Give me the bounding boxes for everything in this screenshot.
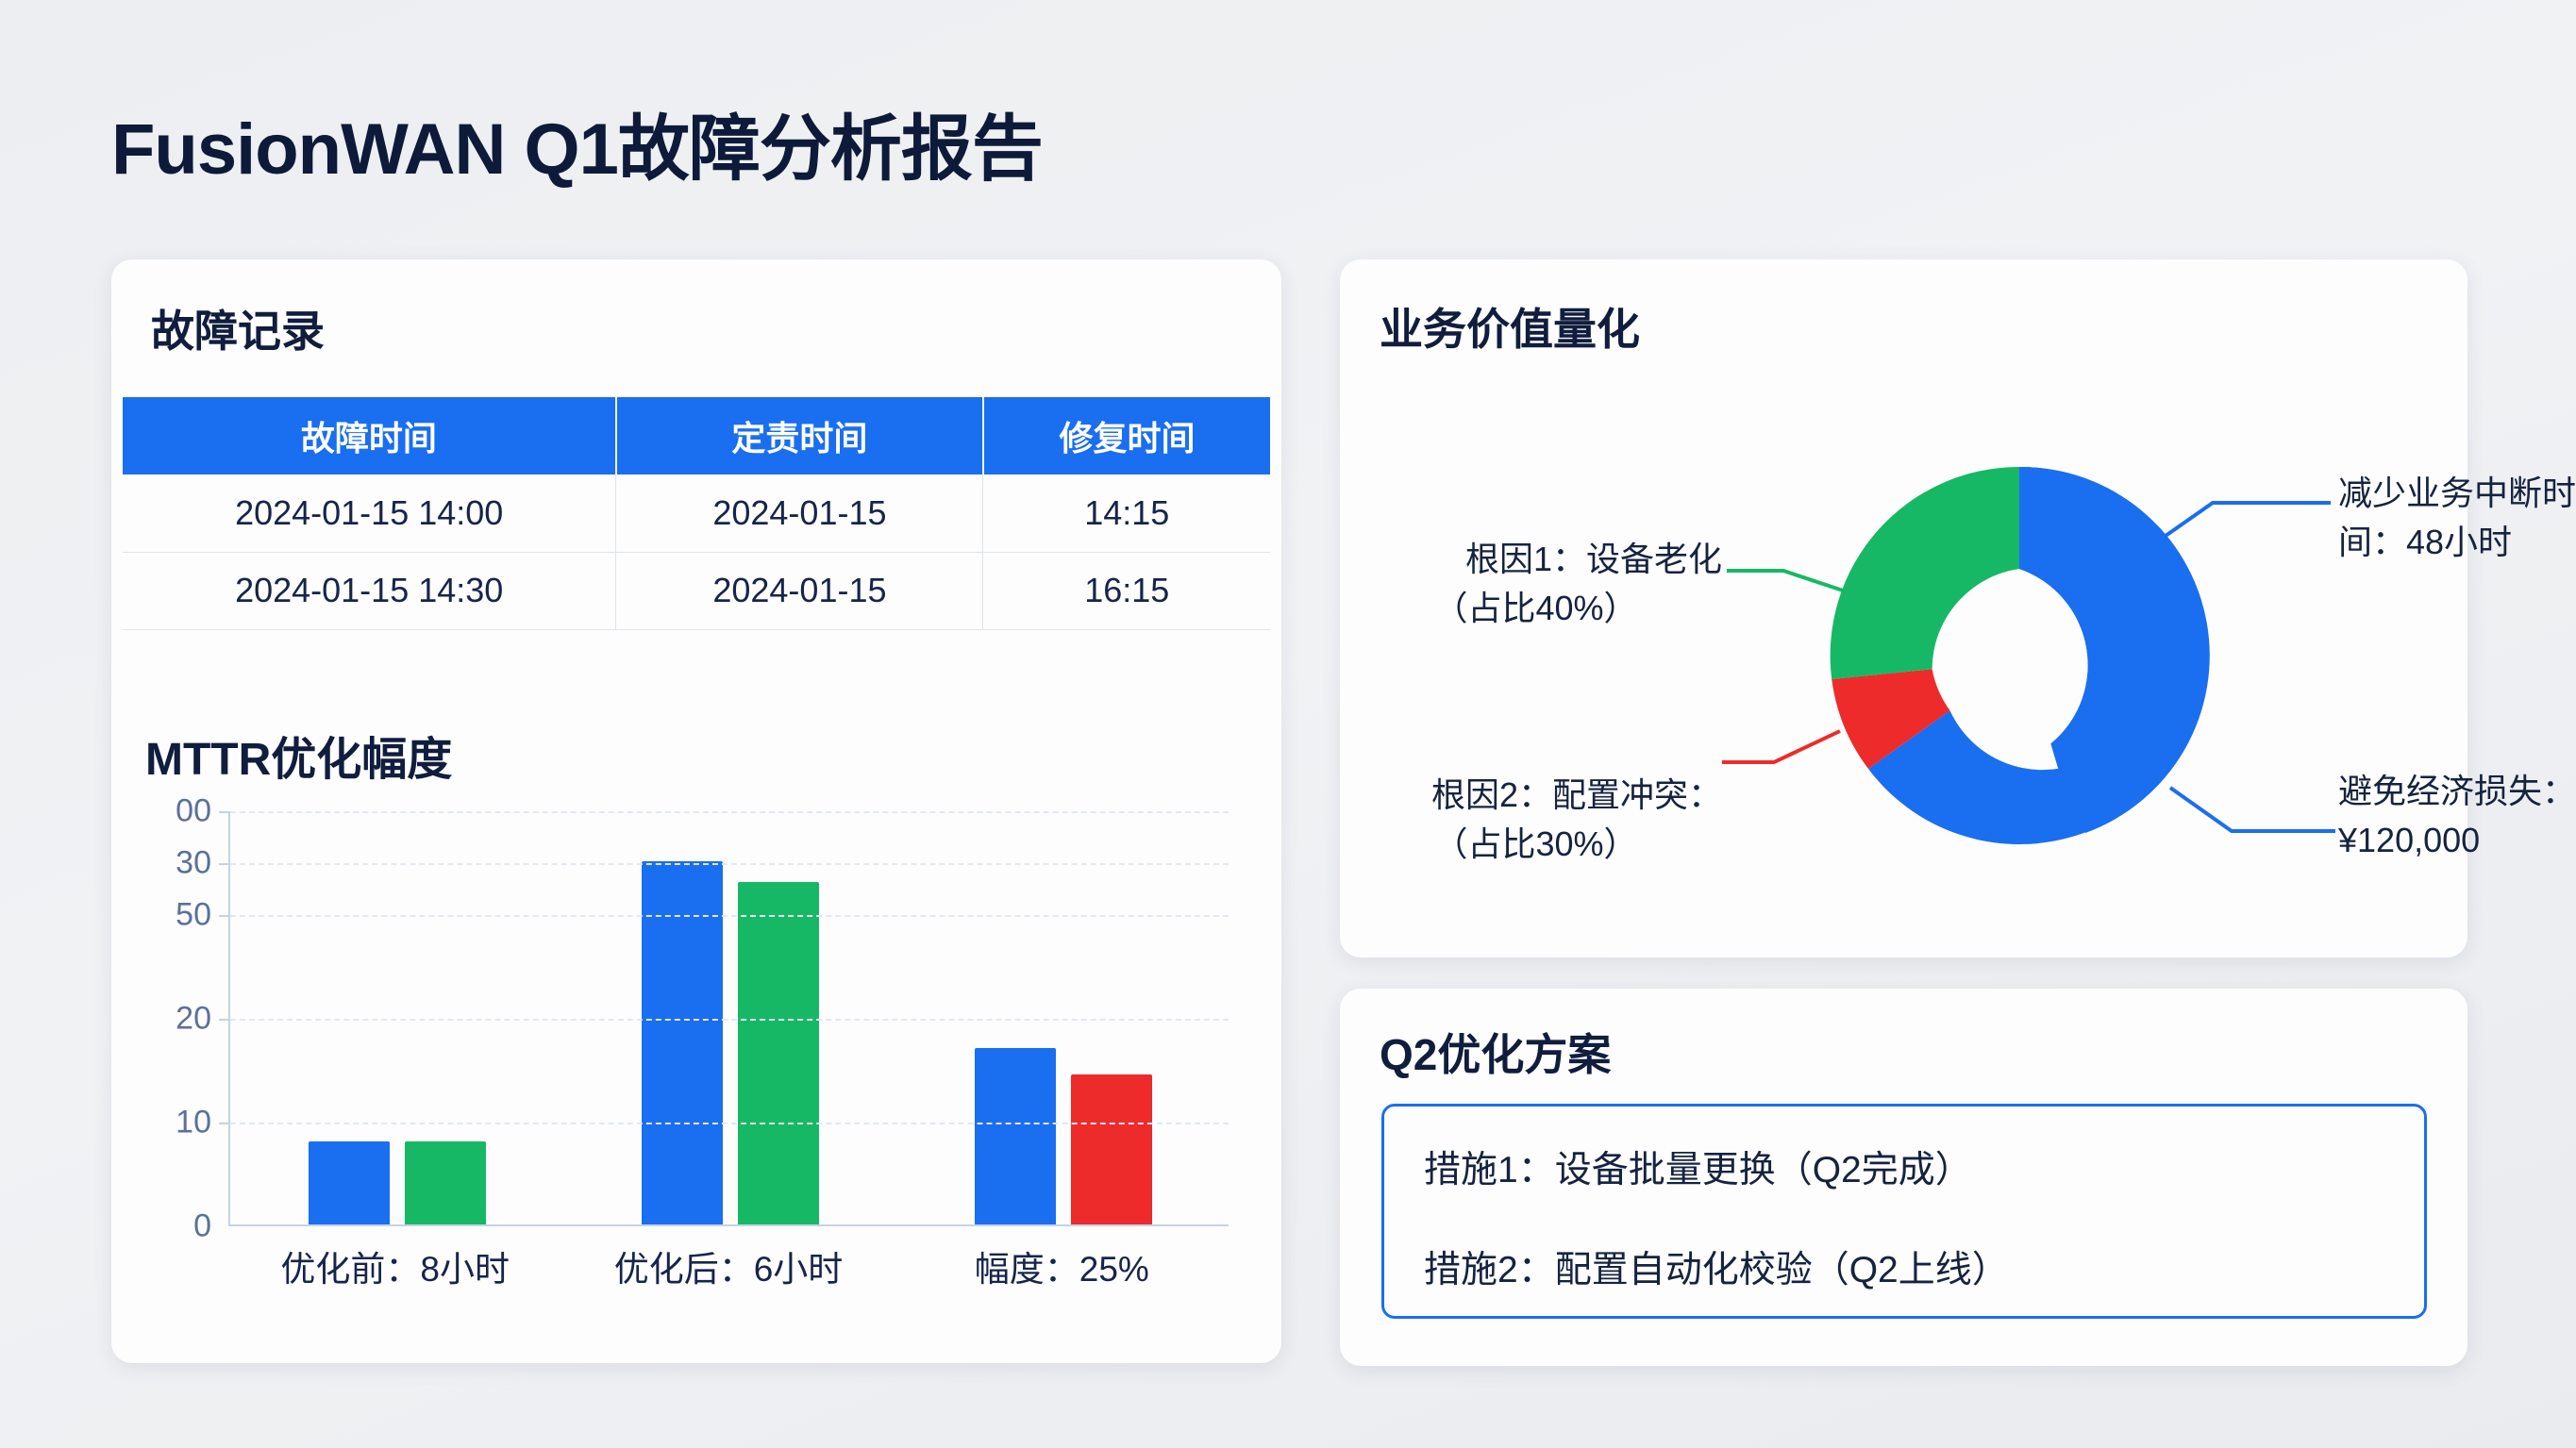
business-value-title: 业务价值量化 — [1380, 305, 1640, 354]
table-header-fault-time: 故障时间 — [123, 397, 617, 474]
bar — [404, 1141, 486, 1224]
fault-records-title: 故障记录 — [151, 307, 325, 356]
root-cause-2-line2: （占比30%） — [1433, 824, 1638, 864]
gridline — [230, 1123, 1229, 1124]
x-axis-tick-label: 优化前：8小时 — [280, 1250, 510, 1289]
gridline — [230, 915, 1229, 917]
donut-slices — [1830, 466, 2210, 845]
cell-fault-time: 2024-01-15 14:30 — [123, 552, 617, 630]
bar-series — [230, 811, 1229, 1224]
table-header-attribution-time: 定责时间 — [615, 397, 984, 474]
gridline — [230, 1019, 1229, 1021]
cell-repair-time: 16:15 — [982, 552, 1270, 630]
root-cause-2-line1: 根因2：配置冲突： — [1430, 775, 1722, 814]
cell-repair-time: 14:15 — [982, 474, 1270, 553]
y-axis-tick-label: 20 — [176, 1000, 211, 1037]
plan-item: 措施1：设备批量更换（Q2完成） — [1424, 1150, 1972, 1190]
cell-attribution-time: 2024-01-15 — [615, 474, 984, 553]
donut-slice-device-aging — [1830, 466, 2019, 679]
root-cause-2-label: 根因2：配置冲突： （占比30%） — [1349, 771, 1722, 869]
leader-line-benefit-2 — [2168, 786, 2335, 833]
table-row: 2024-01-15 14:30 2024-01-15 16:15 — [123, 552, 1270, 630]
page-title: FusionWAN Q1故障分析报告 — [111, 109, 1044, 190]
donut-slice-config-conflict — [1832, 669, 1950, 769]
bar — [975, 1048, 1057, 1224]
leader-line-root-cause-1 — [1727, 569, 1847, 593]
table-header-repair-time: 修复时间 — [982, 397, 1270, 474]
plan-item: 措施2：配置自动化校验（Q2上线） — [1424, 1250, 2009, 1290]
bar — [642, 861, 723, 1224]
bar-chart-plot-area — [219, 811, 1229, 1226]
fault-records-table: 故障时间 定责时间 修复时间 2024-01-15 14:00 2024-01-… — [123, 397, 1270, 630]
mttr-bar-chart: 00 30 50 20 10 0 优化前：8小时 优化后：6小时 幅度：25% — [145, 793, 1249, 1289]
y-axis-tick — [219, 915, 230, 917]
donut-chart: 根因1：设备老化 （占比40%） 根因2：配置冲突： （占比30%） 减少业务中… — [1340, 259, 2576, 957]
business-value-card: 业务价值量化 — [1340, 259, 2576, 957]
y-axis-tick — [219, 863, 230, 865]
q2-plan-card: Q2优化方案 措施1：设备批量更换（Q2完成） 措施2：配置自动化校验（Q2上线… — [1340, 989, 2467, 1366]
x-axis-tick-label: 幅度：25% — [974, 1250, 1149, 1289]
gridline — [230, 811, 1229, 813]
benefit-1-line2: 间：48小时 — [2338, 523, 2513, 562]
y-axis-labels: 00 30 50 20 10 0 — [145, 793, 219, 1244]
bar — [738, 882, 819, 1224]
y-axis-tick-label: 0 — [193, 1207, 211, 1244]
y-axis-tick — [219, 1019, 230, 1021]
root-cause-1-line2: （占比40%） — [1433, 589, 1638, 628]
y-axis-tick-label: 50 — [176, 896, 211, 933]
table-row: 2024-01-15 14:00 2024-01-15 14:15 — [123, 474, 1270, 553]
cell-fault-time: 2024-01-15 14:00 — [123, 474, 617, 553]
root-cause-1-line1: 根因1：设备老化 — [1464, 540, 1722, 578]
y-axis-tick-label: 10 — [176, 1104, 211, 1140]
benefit-1-line1: 减少业务中断时 — [2338, 474, 2576, 512]
leader-line-benefit-1 — [2154, 501, 2331, 544]
x-axis-tick-label: 优化后：6小时 — [613, 1250, 844, 1289]
donut-slice-economic — [1868, 467, 2208, 845]
root-cause-1-label: 根因1：设备老化 （占比40%） — [1349, 535, 1722, 633]
benefit-2-line2: ¥120,000 — [2338, 821, 2481, 860]
y-axis-tick-label: 30 — [176, 844, 211, 881]
mttr-chart-title: MTTR优化幅度 — [145, 735, 453, 785]
y-axis-tick — [219, 1123, 230, 1124]
leader-line-root-cause-2 — [1722, 729, 1841, 764]
cell-attribution-time: 2024-01-15 — [615, 552, 984, 630]
benefit-2-line1: 避免经济损失： — [2338, 772, 2576, 810]
bar — [308, 1141, 390, 1224]
benefit-2-label: 避免经济损失： ¥120,000 — [2338, 767, 2576, 865]
q2-plan-title: Q2优化方案 — [1380, 1030, 1612, 1079]
table-header-row: 故障时间 定责时间 修复时间 — [123, 397, 1270, 474]
donut-chart-svg — [1722, 466, 2335, 845]
bar — [1071, 1074, 1153, 1224]
fault-records-card: 故障记录 故障时间 定责时间 修复时间 2024-01-15 14:00 202… — [111, 259, 1281, 1363]
gridline — [230, 863, 1229, 865]
q2-plan-box: 措施1：设备批量更换（Q2完成） 措施2：配置自动化校验（Q2上线） — [1381, 1104, 2427, 1319]
benefit-1-label: 减少业务中断时 间：48小时 — [2338, 469, 2576, 567]
x-axis-labels: 优化前：8小时 优化后：6小时 幅度：25% — [228, 1240, 1229, 1291]
y-axis-tick — [219, 811, 230, 813]
y-axis-tick-label: 00 — [176, 792, 211, 829]
